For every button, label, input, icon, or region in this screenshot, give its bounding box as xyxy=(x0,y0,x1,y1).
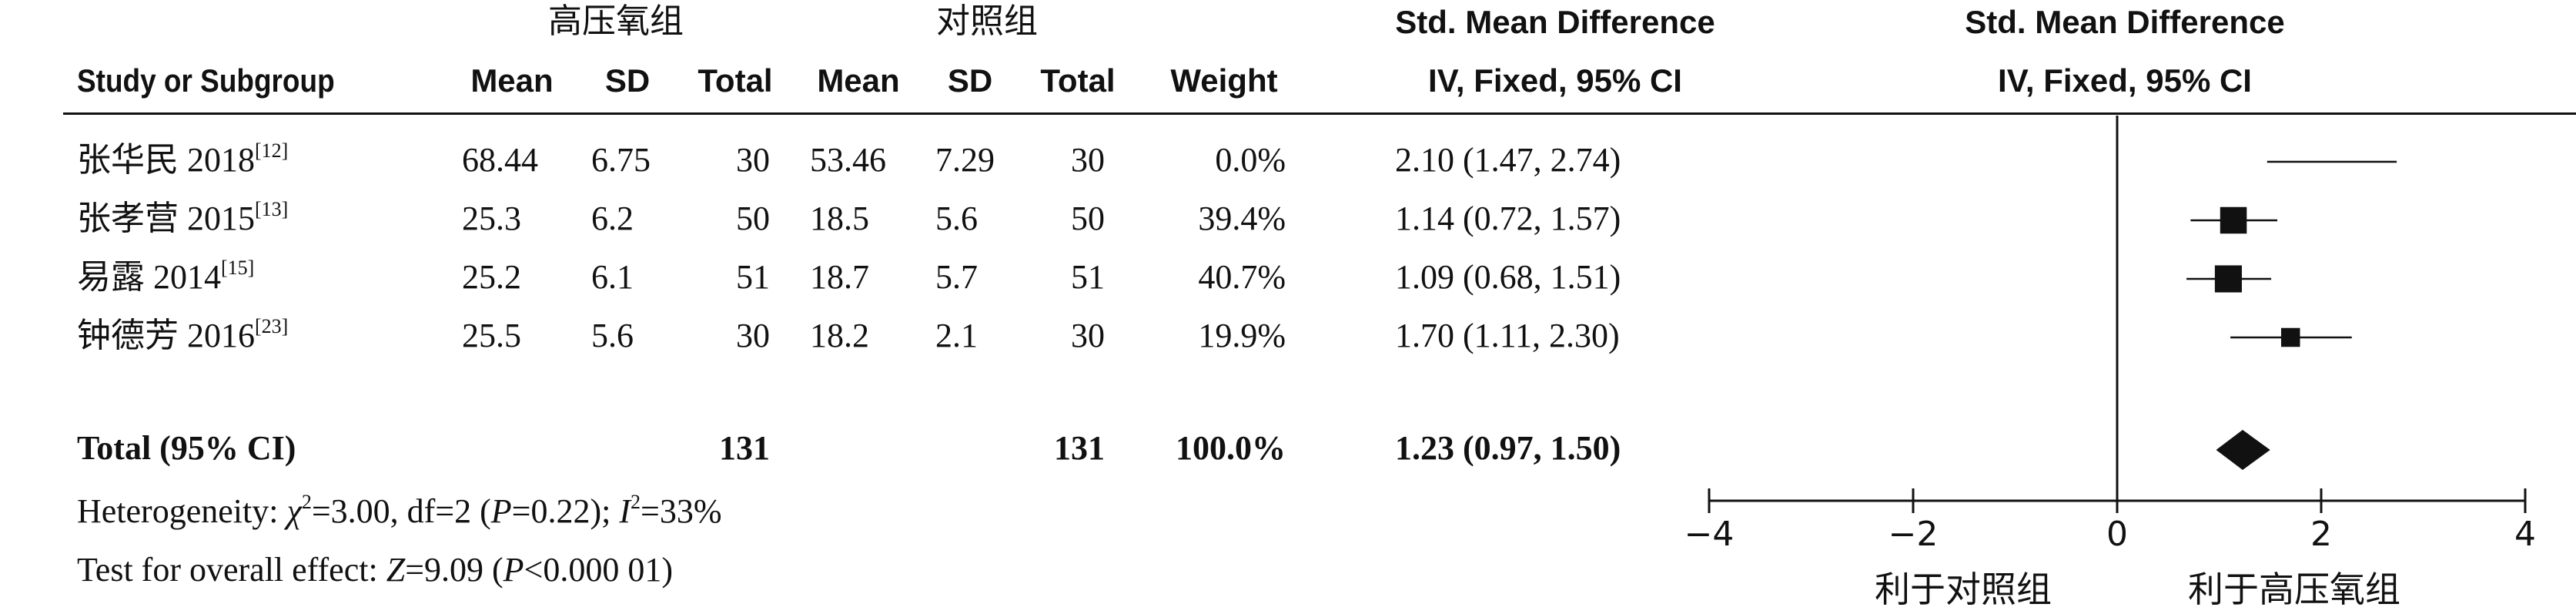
weight-cell: 40.7% xyxy=(1198,258,1286,296)
x-tick-label: 0 xyxy=(2106,515,2128,554)
sd-c-column-header: SD xyxy=(947,62,993,99)
sd-c-cell: 5.6 xyxy=(935,200,978,237)
total-e-cell: 30 xyxy=(736,141,770,179)
overall-effect-text: Test for overall effect: Z=9.09 (P<0.000… xyxy=(77,551,674,589)
favours-control-label: 利于对照组 xyxy=(1875,569,2052,610)
sd-c-cell: 7.29 xyxy=(935,141,995,179)
mean-e-cell: 68.44 xyxy=(462,141,538,179)
total-c-cell: 50 xyxy=(1071,200,1105,237)
total-e-cell: 51 xyxy=(736,258,770,296)
experimental-group-header: 高压氧组 xyxy=(548,2,684,41)
weight-column-header: Weight xyxy=(1170,62,1278,99)
sd-e-cell: 6.1 xyxy=(591,258,634,296)
study-marker xyxy=(2214,265,2242,293)
header-rule xyxy=(63,112,2576,115)
total-c-column-header: Total xyxy=(1040,62,1116,99)
ci-cell: 1.70 (1.11, 2.30) xyxy=(1395,317,1620,354)
total-e-column-header: Total xyxy=(698,62,773,99)
study-name: 张华民 2018[12] xyxy=(77,139,289,179)
mean-e-cell: 25.5 xyxy=(462,317,521,354)
mean-c-column-header: Mean xyxy=(817,62,900,99)
mean-e-cell: 25.2 xyxy=(462,258,521,296)
total-e-cell: 131 xyxy=(719,429,770,467)
total-weight-cell: 100.0% xyxy=(1176,429,1286,467)
weight-cell: 19.9% xyxy=(1198,317,1286,354)
mean-c-cell: 18.5 xyxy=(810,200,869,237)
effect-title-header: Std. Mean Difference xyxy=(1395,4,1715,40)
sd-e-column-header: SD xyxy=(604,62,651,99)
total-c-cell: 51 xyxy=(1071,258,1105,296)
total-ci-cell: 1.23 (0.97, 1.50) xyxy=(1395,429,1621,467)
x-tick-label: −2 xyxy=(1889,515,1939,554)
x-tick-label: −4 xyxy=(1684,515,1735,554)
x-tick-label: 4 xyxy=(2514,515,2536,554)
sd-c-cell: 5.7 xyxy=(935,258,978,296)
plot-title-header: Std. Mean Difference xyxy=(1965,4,2285,40)
total-c-cell: 30 xyxy=(1071,317,1105,354)
study-marker xyxy=(2220,206,2247,234)
mean-c-cell: 18.2 xyxy=(810,317,869,354)
total-e-cell: 30 xyxy=(736,317,770,354)
sd-e-cell: 5.6 xyxy=(591,317,634,354)
study-name: 钟德芳 2016[23] xyxy=(77,315,289,354)
heterogeneity-text: Heterogeneity: χ2=3.00, df=2 (P=0.22); I… xyxy=(77,491,722,530)
total-c-cell: 30 xyxy=(1071,141,1105,179)
weight-cell: 39.4% xyxy=(1198,200,1286,237)
mean-c-cell: 53.46 xyxy=(810,141,886,179)
weight-cell: 0.0% xyxy=(1215,141,1286,179)
sd-c-cell: 2.1 xyxy=(935,317,978,354)
total-e-cell: 50 xyxy=(736,200,770,237)
sd-e-cell: 6.2 xyxy=(591,200,634,237)
ci-cell: 1.14 (0.72, 1.57) xyxy=(1395,200,1621,237)
ci-cell: 1.09 (0.68, 1.51) xyxy=(1395,258,1621,296)
mean-e-cell: 25.3 xyxy=(462,200,521,237)
study-name: 易露 2014[15] xyxy=(77,257,255,296)
pooled-diamond xyxy=(2216,430,2270,470)
effect-method-header: IV, Fixed, 95% CI xyxy=(1428,62,1682,99)
ci-cell: 2.10 (1.47, 2.74) xyxy=(1395,141,1621,179)
total-label: Total (95% CI) xyxy=(77,429,296,467)
x-tick-label: 2 xyxy=(2310,515,2332,554)
mean-e-column-header: Mean xyxy=(470,62,554,99)
study-name: 张孝营 2015[13] xyxy=(77,198,289,237)
total-c-cell: 131 xyxy=(1054,429,1105,467)
favours-experimental-label: 利于高压氧组 xyxy=(2188,569,2400,610)
mean-c-cell: 18.7 xyxy=(810,258,869,296)
study-column-header: Study or Subgroup xyxy=(77,62,335,99)
control-group-header: 对照组 xyxy=(936,2,1038,41)
study-marker xyxy=(2280,327,2300,347)
sd-e-cell: 6.75 xyxy=(591,141,651,179)
plot-method-header: IV, Fixed, 95% CI xyxy=(1998,62,2252,99)
